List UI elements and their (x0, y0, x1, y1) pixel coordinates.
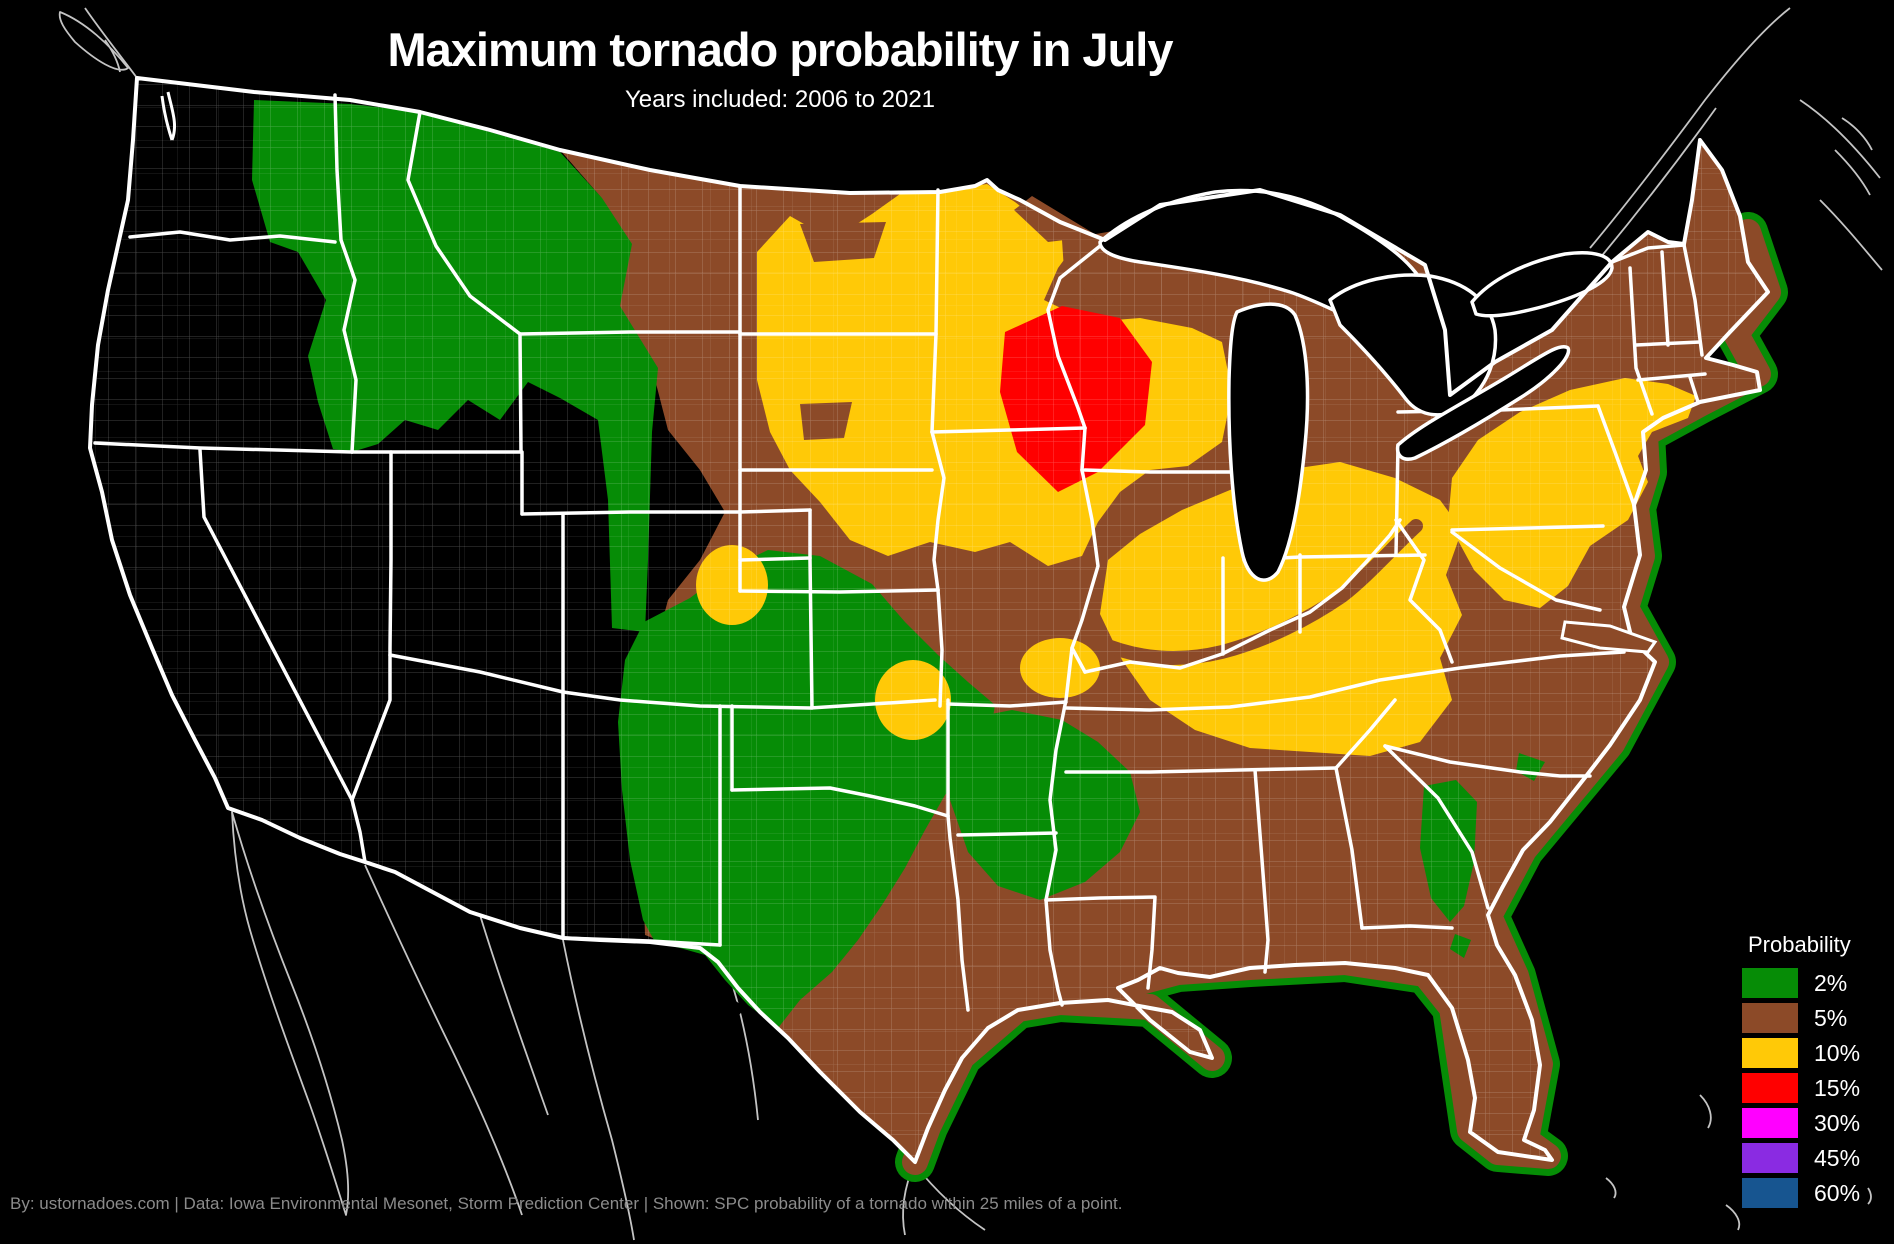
legend-label-45pct: 45% (1814, 1144, 1861, 1171)
legend-label-5pct: 5% (1814, 1004, 1848, 1031)
gulf-of-california-outline (364, 864, 523, 1216)
puget-sound-outline (160, 91, 176, 141)
legend-label-2pct: 2% (1814, 969, 1848, 996)
legend-row-15pct: 15% (1742, 1073, 1892, 1103)
nova-scotia-outline (1799, 99, 1883, 271)
legend-swatch-30pct (1742, 1108, 1798, 1138)
lake-michigan (1227, 302, 1310, 582)
legend-row-45pct: 45% (1742, 1143, 1892, 1173)
legend-row-10pct: 10% (1742, 1038, 1892, 1068)
lake-erie (1395, 345, 1571, 461)
page-subtitle: Years included: 2006 to 2021 (624, 86, 936, 113)
great-lakes (1098, 188, 1614, 582)
pocket-big-bend-texas (690, 972, 745, 1040)
page-title: Maximum tornado probability in July (387, 23, 1174, 76)
legend: Probability 2% 5% 10% 15% 30% 45% 60% (1742, 932, 1892, 1213)
st-lawrence-outline (1589, 7, 1791, 249)
legend-swatch-2pct (1742, 968, 1798, 998)
lake-ontario (1470, 251, 1614, 318)
legend-title: Probability (1748, 932, 1851, 957)
legend-swatch-45pct (1742, 1143, 1798, 1173)
legend-swatch-10pct (1742, 1038, 1798, 1068)
long-island (1560, 620, 1658, 654)
attribution-footer: By: ustornadoes.com | Data: Iowa Environ… (10, 1194, 1123, 1213)
legend-row-60pct: 60% (1742, 1178, 1892, 1208)
state-borders (93, 93, 1707, 1012)
legend-swatch-60pct (1742, 1178, 1798, 1208)
legend-swatch-5pct (1742, 1003, 1798, 1033)
vancouver-island-outline (58, 11, 129, 71)
legend-row-2pct: 2% (1742, 968, 1892, 998)
legend-label-60pct: 60% (1814, 1179, 1861, 1206)
bahamas-outlines (1605, 1094, 1872, 1231)
baja-california-outline (231, 811, 349, 1216)
legend-entries: 2% 5% 10% 15% 30% 45% 60% (1742, 968, 1892, 1208)
legend-label-15pct: 15% (1814, 1074, 1861, 1101)
legend-row-30pct: 30% (1742, 1108, 1892, 1138)
legend-row-5pct: 5% (1742, 1003, 1892, 1033)
legend-label-30pct: 30% (1814, 1109, 1861, 1136)
legend-label-10pct: 10% (1814, 1039, 1861, 1066)
legend-swatch-15pct (1742, 1073, 1798, 1103)
